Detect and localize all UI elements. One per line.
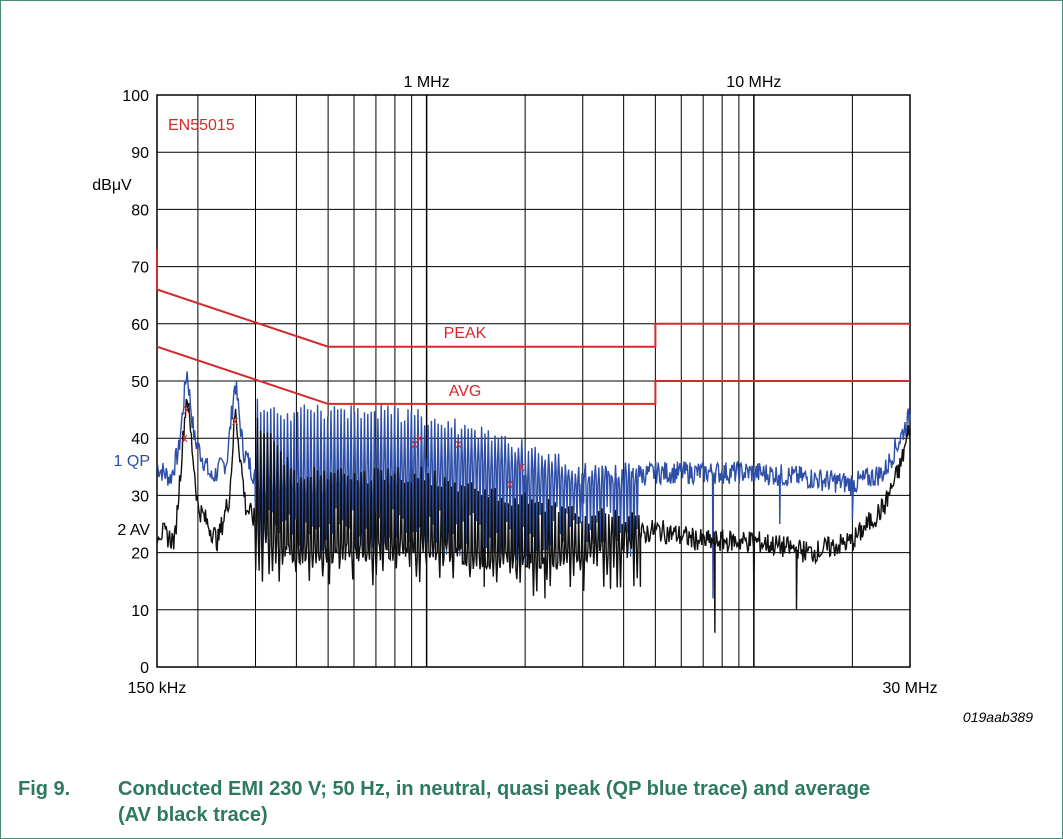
av-series-label: 2 AV xyxy=(117,522,150,539)
y-tick-label: 60 xyxy=(131,317,149,334)
y-tick-label: 40 xyxy=(131,431,149,448)
y-axis-label: dBμV xyxy=(92,177,132,194)
measurement-marker: x xyxy=(507,476,514,491)
avg-limit-label: AVG xyxy=(449,383,482,400)
y-tick-label: 90 xyxy=(131,145,149,162)
y-tick-label: 70 xyxy=(131,260,149,277)
x-tick-label-bottom: 150 kHz xyxy=(128,680,187,697)
x-tick-label-bottom: 30 MHz xyxy=(882,680,937,697)
series-traces xyxy=(156,371,911,633)
series-trace-av xyxy=(156,398,911,633)
y-tick-label: 0 xyxy=(140,660,149,677)
y-tick-label: 10 xyxy=(131,603,149,620)
measurement-marker: x xyxy=(232,413,239,428)
limit-line-peak xyxy=(156,249,910,348)
axes: dBμV EN55015 PEAK AVG 1 QP 2 AV 0 10 20 30 4… xyxy=(92,74,937,697)
y-tick-label: 50 xyxy=(131,374,149,391)
x-tick-label-top: 10 MHz xyxy=(726,74,781,91)
figure-caption: Fig 9. Conducted EMI 230 V; 50 Hz, in neu… xyxy=(18,776,1048,828)
caption-line-1: Conducted EMI 230 V; 50 Hz, in neutral, … xyxy=(118,778,871,800)
measurement-marker: x xyxy=(416,430,423,445)
limit-lines xyxy=(156,249,910,405)
caption-line-2: (AV black trace) xyxy=(118,804,268,826)
standard-label: EN55015 xyxy=(168,117,235,134)
figure-reference-code: 019aab389 xyxy=(962,709,1033,725)
figure-number: Fig 9. xyxy=(18,778,71,800)
measurement-marker: x xyxy=(181,430,188,445)
y-tick-label: 20 xyxy=(131,546,149,563)
x-tick-label-top: 1 MHz xyxy=(404,74,450,91)
measurement-marker: x xyxy=(455,436,462,451)
measurement-marker: x xyxy=(412,436,419,451)
y-tick-label: 100 xyxy=(122,88,149,105)
peak-limit-label: PEAK xyxy=(444,325,487,342)
qp-series-label: 1 QP xyxy=(114,453,150,470)
measurement-marker: x xyxy=(184,402,191,417)
y-tick-label: 80 xyxy=(131,202,149,219)
y-tick-label: 30 xyxy=(131,488,149,505)
measurement-marker: x xyxy=(518,459,525,474)
limit-line-avg xyxy=(156,345,910,405)
